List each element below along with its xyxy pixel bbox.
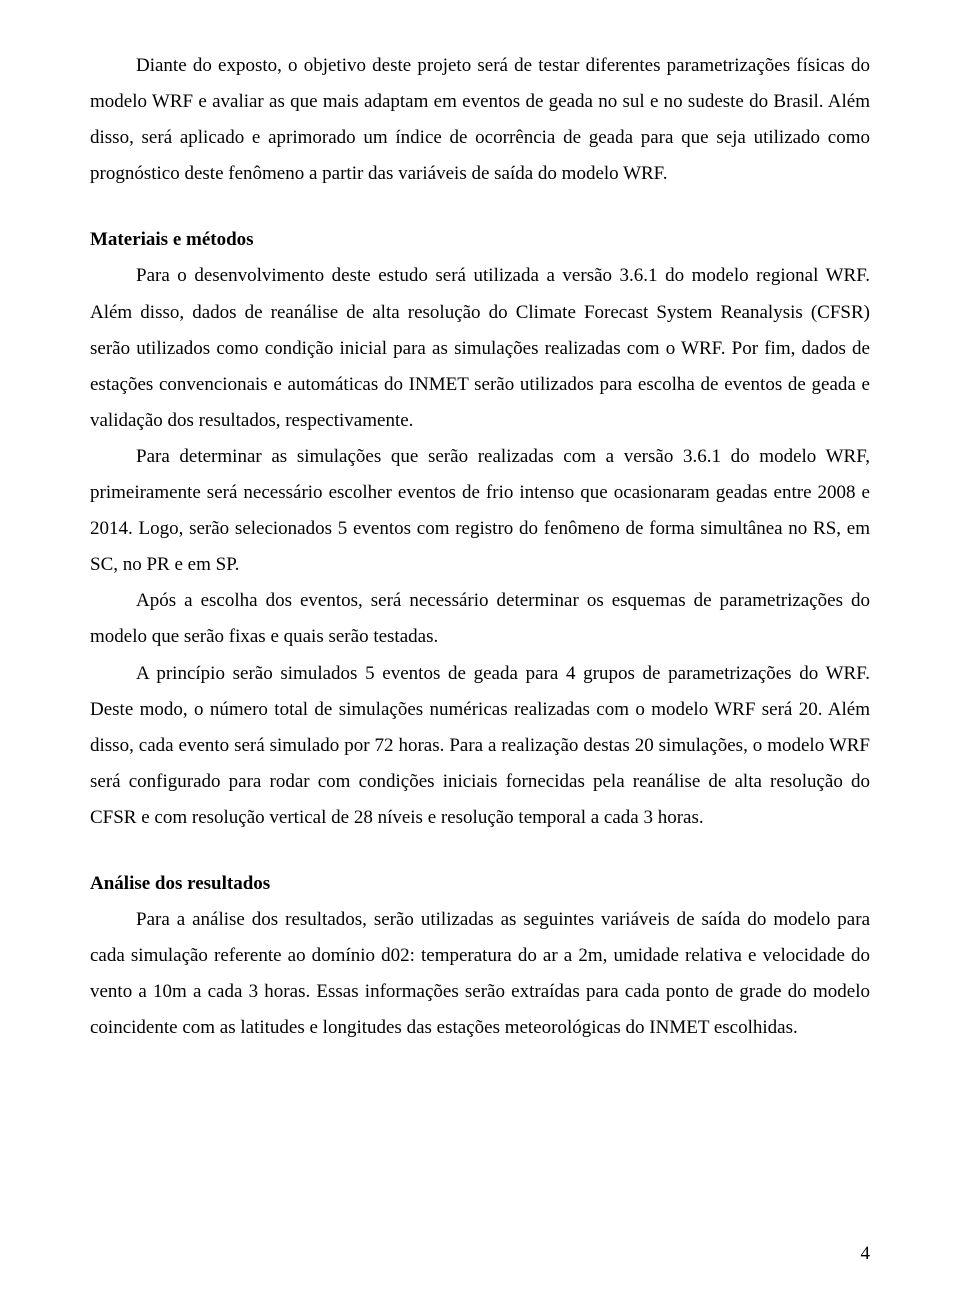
materials-heading: Materiais e métodos <box>90 222 870 258</box>
intro-paragraph: Diante do exposto, o objetivo deste proj… <box>90 48 870 192</box>
section-gap <box>90 836 870 866</box>
materials-paragraph-4: A princípio serão simulados 5 eventos de… <box>90 656 870 836</box>
analysis-heading: Análise dos resultados <box>90 866 870 902</box>
document-page: Diante do exposto, o objetivo deste proj… <box>0 0 960 1300</box>
materials-paragraph-3: Após a escolha dos eventos, será necessá… <box>90 583 870 655</box>
materials-paragraph-2: Para determinar as simulações que serão … <box>90 439 870 583</box>
materials-paragraph-1: Para o desenvolvimento deste estudo será… <box>90 258 870 438</box>
analysis-paragraph-1: Para a análise dos resultados, serão uti… <box>90 902 870 1046</box>
section-gap <box>90 192 870 222</box>
page-number: 4 <box>861 1236 871 1272</box>
